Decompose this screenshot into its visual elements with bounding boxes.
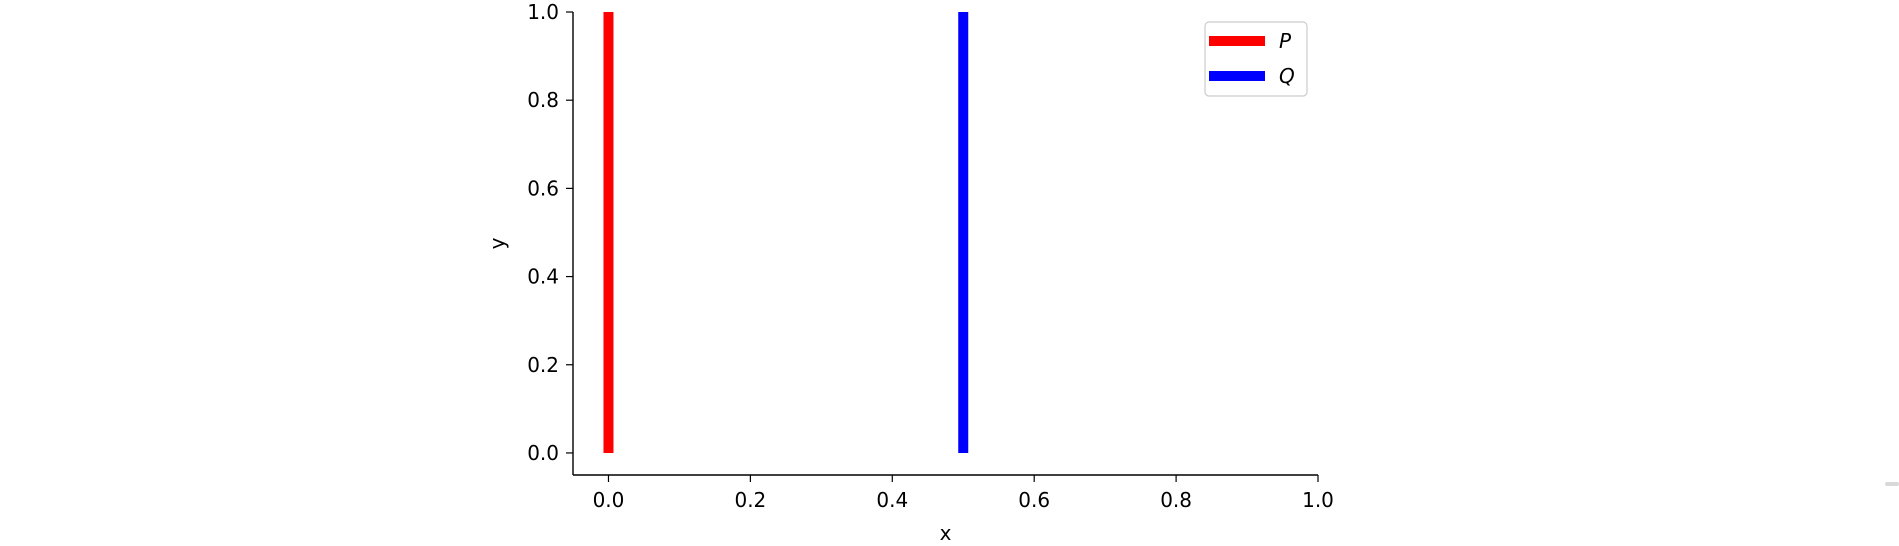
- ticks: 0.0 0.2 0.4 0.6 0.8 1.0 0.0 0.2 0.4 0.6 0.8 1.0: [527, 0, 1334, 512]
- x-tick-label: 0.8: [1160, 488, 1192, 512]
- y-axis-label: y: [485, 237, 509, 249]
- legend: PQ: [1204, 21, 1308, 97]
- legend-label-q: Q: [1279, 64, 1295, 88]
- y-tick-label: 0.6: [527, 176, 559, 200]
- x-tick-label: 0.0: [593, 488, 625, 512]
- plot-area: [603, 12, 969, 453]
- x-tick-label: 0.2: [734, 488, 766, 512]
- y-tick-label: 0.8: [527, 88, 559, 112]
- x-tick-label: 1.0: [1302, 488, 1334, 512]
- y-tick-label: 0.4: [527, 265, 559, 289]
- x-tick-label: 0.6: [1018, 488, 1050, 512]
- legend-label-p: P: [1279, 29, 1292, 53]
- y-tick-label: 0.2: [527, 353, 559, 377]
- axes: [572, 12, 1318, 476]
- x-axis-label: x: [940, 521, 952, 545]
- y-tick-label: 1.0: [527, 0, 559, 24]
- x-tick-label: 0.4: [876, 488, 908, 512]
- scrollbar-thumb[interactable]: [1885, 482, 1899, 486]
- y-tick-label: 0.0: [527, 441, 559, 465]
